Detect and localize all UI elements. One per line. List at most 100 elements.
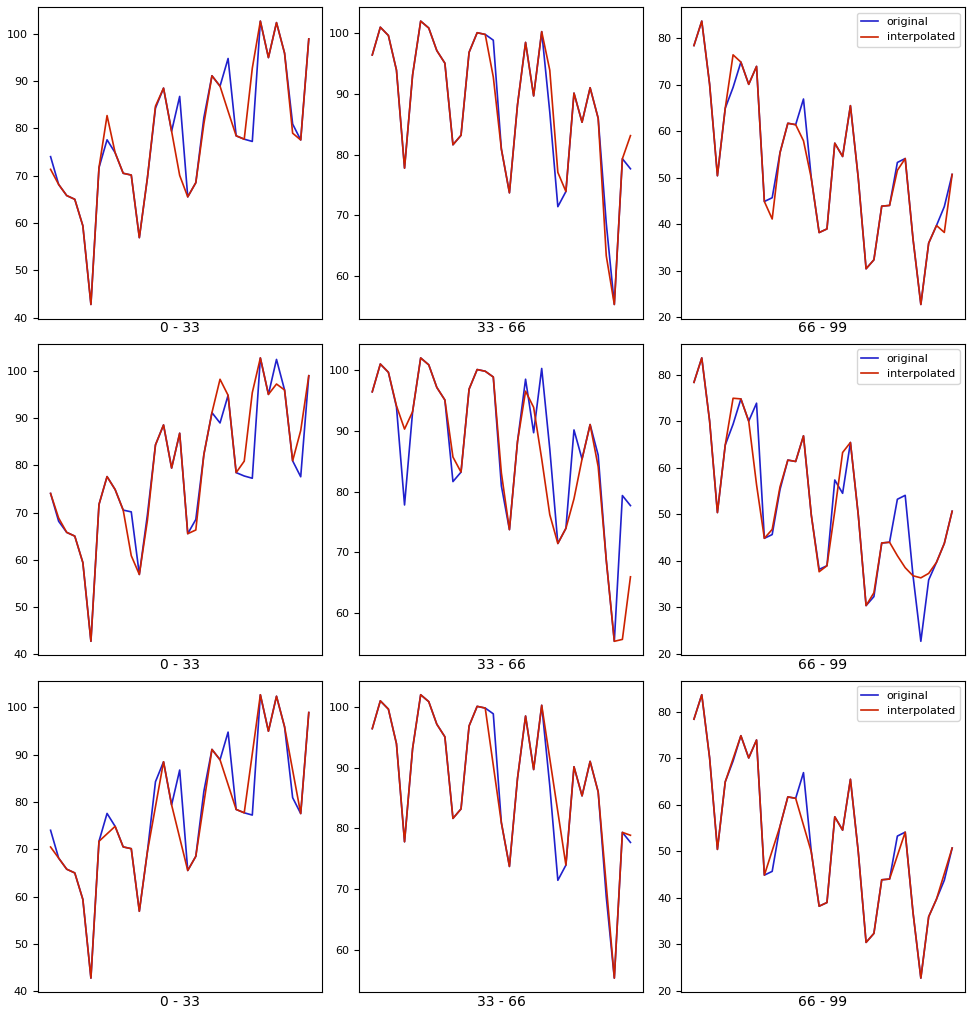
original <box>922 237 934 249</box>
original <box>464 46 475 58</box>
interpolated <box>688 376 700 388</box>
original <box>899 490 911 502</box>
original <box>230 466 242 479</box>
original <box>295 470 306 483</box>
interpolated <box>366 722 378 735</box>
original <box>270 690 282 702</box>
original <box>868 928 880 940</box>
interpolated <box>727 753 739 765</box>
original <box>399 499 410 511</box>
original <box>852 172 864 184</box>
interpolated <box>821 560 833 572</box>
interpolated <box>255 352 266 364</box>
interpolated <box>69 193 81 205</box>
original <box>528 763 539 775</box>
interpolated <box>907 570 919 582</box>
original <box>101 134 113 146</box>
interpolated <box>868 928 880 940</box>
original <box>406 69 418 81</box>
original <box>455 466 467 479</box>
original <box>303 370 315 382</box>
original <box>750 734 762 746</box>
original <box>150 439 161 451</box>
original <box>845 773 856 785</box>
interpolated <box>238 133 250 145</box>
interpolated <box>270 690 282 702</box>
interpolated <box>383 703 395 715</box>
original <box>790 455 802 467</box>
original <box>255 15 266 27</box>
original <box>223 53 234 65</box>
interpolated <box>774 481 785 493</box>
original <box>821 223 833 235</box>
interpolated <box>464 383 475 395</box>
original <box>520 373 532 385</box>
interpolated <box>391 738 402 750</box>
Line: interpolated: interpolated <box>51 358 309 641</box>
original <box>214 80 226 92</box>
interpolated <box>907 906 919 918</box>
interpolated <box>528 763 539 775</box>
interpolated <box>447 451 459 463</box>
original <box>464 720 475 733</box>
interpolated <box>544 509 556 521</box>
Line: interpolated: interpolated <box>694 21 953 305</box>
interpolated <box>584 419 596 431</box>
original <box>798 92 810 105</box>
original <box>206 744 218 756</box>
interpolated <box>511 772 523 784</box>
interpolated <box>133 905 145 917</box>
original <box>262 725 274 738</box>
interpolated <box>915 972 926 985</box>
original <box>915 299 926 311</box>
interpolated <box>616 826 628 838</box>
original <box>391 64 402 76</box>
original <box>133 568 145 580</box>
Line: original: original <box>372 21 631 305</box>
original <box>174 90 186 103</box>
original <box>157 82 169 94</box>
original <box>118 841 129 853</box>
original <box>223 389 234 401</box>
original <box>86 635 97 647</box>
original <box>455 803 467 815</box>
original <box>837 150 849 163</box>
interpolated <box>431 718 442 731</box>
original <box>712 843 723 855</box>
Legend: original, interpolated: original, interpolated <box>856 12 959 47</box>
original <box>247 809 259 821</box>
original <box>142 845 154 858</box>
interpolated <box>230 466 242 479</box>
interpolated <box>601 250 612 262</box>
original <box>270 354 282 366</box>
interpolated <box>766 844 778 856</box>
original <box>45 824 56 836</box>
original <box>406 743 418 755</box>
interpolated <box>922 237 934 249</box>
original <box>868 254 880 266</box>
original <box>814 563 825 575</box>
interpolated <box>503 861 515 873</box>
Legend: original, interpolated: original, interpolated <box>856 686 959 720</box>
interpolated <box>61 864 73 876</box>
original <box>262 52 274 64</box>
original <box>238 469 250 482</box>
interpolated <box>712 507 723 519</box>
interpolated <box>576 116 588 128</box>
interpolated <box>876 200 887 212</box>
interpolated <box>383 366 395 378</box>
original <box>223 726 234 739</box>
original <box>899 152 911 165</box>
interpolated <box>891 849 903 862</box>
interpolated <box>157 419 169 431</box>
original <box>279 384 291 396</box>
interpolated <box>922 910 934 923</box>
interpolated <box>214 373 226 385</box>
original <box>511 772 523 784</box>
interpolated <box>247 62 259 74</box>
original <box>431 45 442 57</box>
original <box>52 515 64 527</box>
original <box>704 752 715 764</box>
interpolated <box>930 556 942 568</box>
interpolated <box>939 868 951 880</box>
